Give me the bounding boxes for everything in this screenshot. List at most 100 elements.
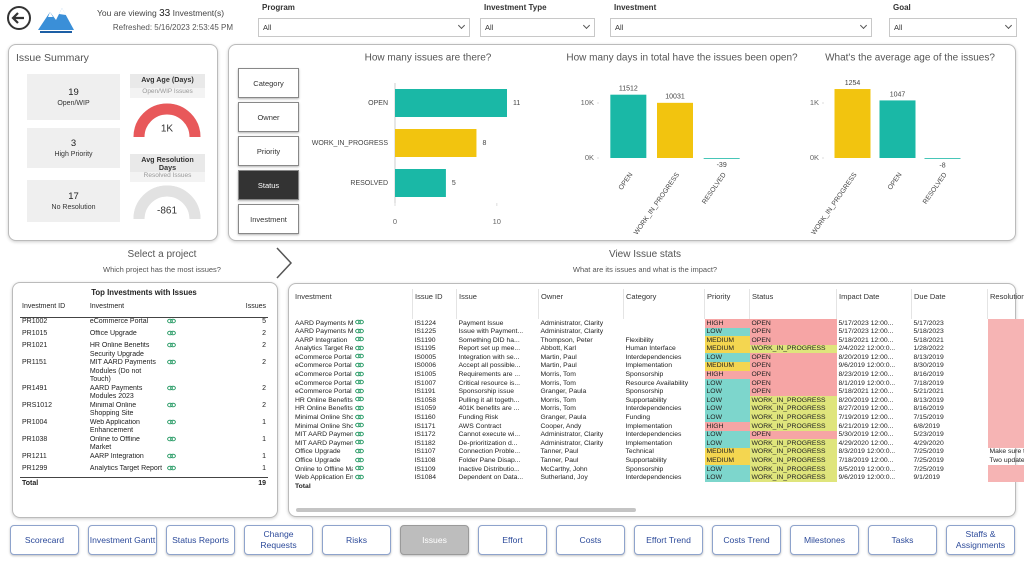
issue-row[interactable]: HR Online Benefits Secur... IS1058 Pulling… — [293, 396, 1024, 405]
table-row[interactable]: PR1038 Online to Offline Market 1 — [20, 436, 268, 453]
link-icon[interactable] — [354, 396, 364, 402]
issue-cell: eCommerce Portal — [295, 371, 352, 379]
issue-row[interactable]: HR Online Benefits Secur... IS1059 401K be… — [293, 404, 1024, 414]
investment-id: PR1015 — [22, 329, 48, 337]
view-button[interactable]: Status — [238, 170, 299, 200]
link-icon[interactable] — [354, 353, 364, 359]
table-row[interactable]: PR1015 Office Upgrade 2 — [20, 330, 268, 343]
view-button[interactable]: Category — [238, 68, 299, 98]
nav-tab[interactable]: Effort Trend — [634, 525, 703, 555]
view-button[interactable]: Owner — [238, 102, 299, 132]
filter-dropdown[interactable]: All — [610, 18, 872, 37]
issue-row[interactable]: AARD Payments Module... IS1225 Issue with … — [293, 327, 1024, 337]
issue-row[interactable]: MIT AARD Payments Mo... IS1182 De-prioriti… — [293, 439, 1024, 448]
issue-row[interactable]: eCommerce Portal IS0005 Integration with s… — [293, 353, 1024, 362]
link-icon[interactable] — [167, 436, 176, 442]
issue-row[interactable]: Office Upgrade IS1107 Connection Proble...… — [293, 447, 1024, 457]
link-icon[interactable] — [354, 431, 364, 437]
link-icon[interactable] — [354, 439, 364, 445]
link-icon[interactable] — [167, 402, 176, 408]
link-icon[interactable] — [354, 422, 364, 428]
issue-row[interactable]: AARD Payments Module... IS1224 Payment Iss… — [293, 319, 1024, 328]
view-button[interactable]: Priority — [238, 136, 299, 166]
table-row[interactable]: PRS1012 Minimal Online Shopping Site 2 — [20, 402, 268, 419]
filter-dropdown[interactable]: All — [889, 18, 1017, 37]
issue-cell: Supportability — [625, 396, 667, 404]
nav-tab[interactable]: Risks — [322, 525, 391, 555]
link-icon[interactable] — [167, 385, 176, 391]
issue-row[interactable]: Analytics Target Report IS1195 Report set … — [293, 344, 1024, 354]
issue-row[interactable]: Minimal Online Shopping... IS1160 Funding … — [293, 413, 1024, 423]
issue-row[interactable]: eCommerce Portal IS1191 Sponsorship issue G… — [293, 387, 1024, 397]
issue-row[interactable]: Minimal Online Shopping... IS1171 AWS Cont… — [293, 422, 1024, 431]
table-row[interactable]: PR1151 MIT AARD Payments Modules (Do not … — [20, 359, 268, 385]
nav-tab[interactable]: Costs Trend — [712, 525, 781, 555]
nav-tab[interactable]: Scorecard — [10, 525, 79, 555]
table-row[interactable]: PR1021 HR Online Benefits Security Upgrad… — [20, 342, 268, 359]
issue-cell: WORK_IN_PROGRESS — [749, 465, 837, 474]
nav-tab[interactable]: Milestones — [790, 525, 859, 555]
issue-cell: HIGH — [704, 370, 750, 380]
issue-cell: Funding — [625, 414, 651, 422]
link-cell — [165, 419, 242, 436]
nav-tab[interactable]: Tasks — [868, 525, 937, 555]
link-icon[interactable] — [354, 328, 364, 334]
link-icon[interactable] — [354, 319, 364, 325]
issue-row[interactable]: eCommerce Portal IS1005 Requirements are .… — [293, 370, 1024, 380]
issue-cell: Issue with Payment... — [458, 328, 524, 336]
table-row[interactable]: PR1002 eCommerce Portal 5 — [20, 317, 268, 330]
table-row[interactable]: PR1211 AARP Integration 1 — [20, 453, 268, 466]
issue-row[interactable]: Office Upgrade IS1108 Folder Pane Disap...… — [293, 456, 1024, 466]
filter-value: All — [615, 23, 624, 32]
nav-tab[interactable]: Costs — [556, 525, 625, 555]
filter-dropdown[interactable]: All — [258, 18, 470, 37]
link-icon[interactable] — [354, 405, 364, 411]
table-row[interactable]: PR1299 Analytics Target Report 1 — [20, 465, 268, 478]
link-icon[interactable] — [354, 336, 364, 342]
link-icon[interactable] — [354, 388, 364, 394]
filter-label: Goal — [893, 3, 911, 12]
link-icon[interactable] — [354, 474, 364, 480]
link-icon[interactable] — [354, 371, 364, 377]
link-icon[interactable] — [167, 318, 176, 324]
issue-cell: Funding Risk — [458, 414, 499, 422]
issue-row[interactable]: MIT AARD Payments Mo... IS1172 Cannot exec… — [293, 430, 1024, 440]
issue-row[interactable]: AARP Integration IS1190 Something DID ha..… — [293, 336, 1024, 345]
issue-cell: 4/29/2020 — [913, 439, 944, 447]
nav-tab[interactable]: Status Reports — [166, 525, 235, 555]
link-icon[interactable] — [354, 457, 364, 463]
table-row[interactable]: PR1004 Web Application Enhancement 1 — [20, 419, 268, 436]
link-icon[interactable] — [354, 465, 364, 471]
issue-cell: LOW — [704, 465, 750, 474]
nav-tab[interactable]: Issues — [400, 525, 469, 555]
link-icon[interactable] — [167, 342, 176, 348]
issue-row[interactable]: eCommerce Portal IS0006 Accept all possibl… — [293, 361, 1024, 371]
issue-row[interactable]: eCommerce Portal IS1007 Critical resource … — [293, 379, 1024, 388]
link-icon[interactable] — [354, 345, 364, 351]
link-icon[interactable] — [167, 453, 176, 459]
issue-row[interactable]: Online to Offline Market IS1109 Inactive D… — [293, 465, 1024, 474]
link-icon[interactable] — [167, 465, 176, 471]
link-icon[interactable] — [354, 448, 364, 454]
view-button[interactable]: Investment — [238, 204, 299, 234]
table-row[interactable]: PR1491 AARD Payments Modules 2023 2 — [20, 385, 268, 402]
back-button[interactable] — [6, 5, 32, 31]
link-icon[interactable] — [167, 330, 176, 336]
nav-tab[interactable]: Investment Gantt — [88, 525, 157, 555]
issue-row[interactable]: Web Application Enhanc... IS1084 Dependent… — [293, 473, 1024, 483]
link-icon[interactable] — [354, 379, 364, 385]
nav-tab[interactable]: Effort — [478, 525, 547, 555]
link-icon[interactable] — [167, 419, 176, 425]
filter-dropdown[interactable]: All — [480, 18, 595, 37]
link-icon[interactable] — [354, 362, 364, 368]
link-cell — [353, 345, 413, 354]
nav-tab[interactable]: Staffs & Assignments — [946, 525, 1015, 555]
nav-tab[interactable]: Change Requests — [244, 525, 313, 555]
link-icon[interactable] — [354, 414, 364, 420]
link-icon[interactable] — [167, 359, 176, 365]
issue-cell: 5/21/2021 — [913, 388, 944, 396]
section-subtitle: What are its issues and what is the impa… — [572, 265, 718, 274]
issue-cell: Office Upgrade — [295, 448, 341, 456]
next-chevron[interactable] — [274, 246, 294, 280]
issue-cell: IS1182 — [414, 439, 436, 447]
